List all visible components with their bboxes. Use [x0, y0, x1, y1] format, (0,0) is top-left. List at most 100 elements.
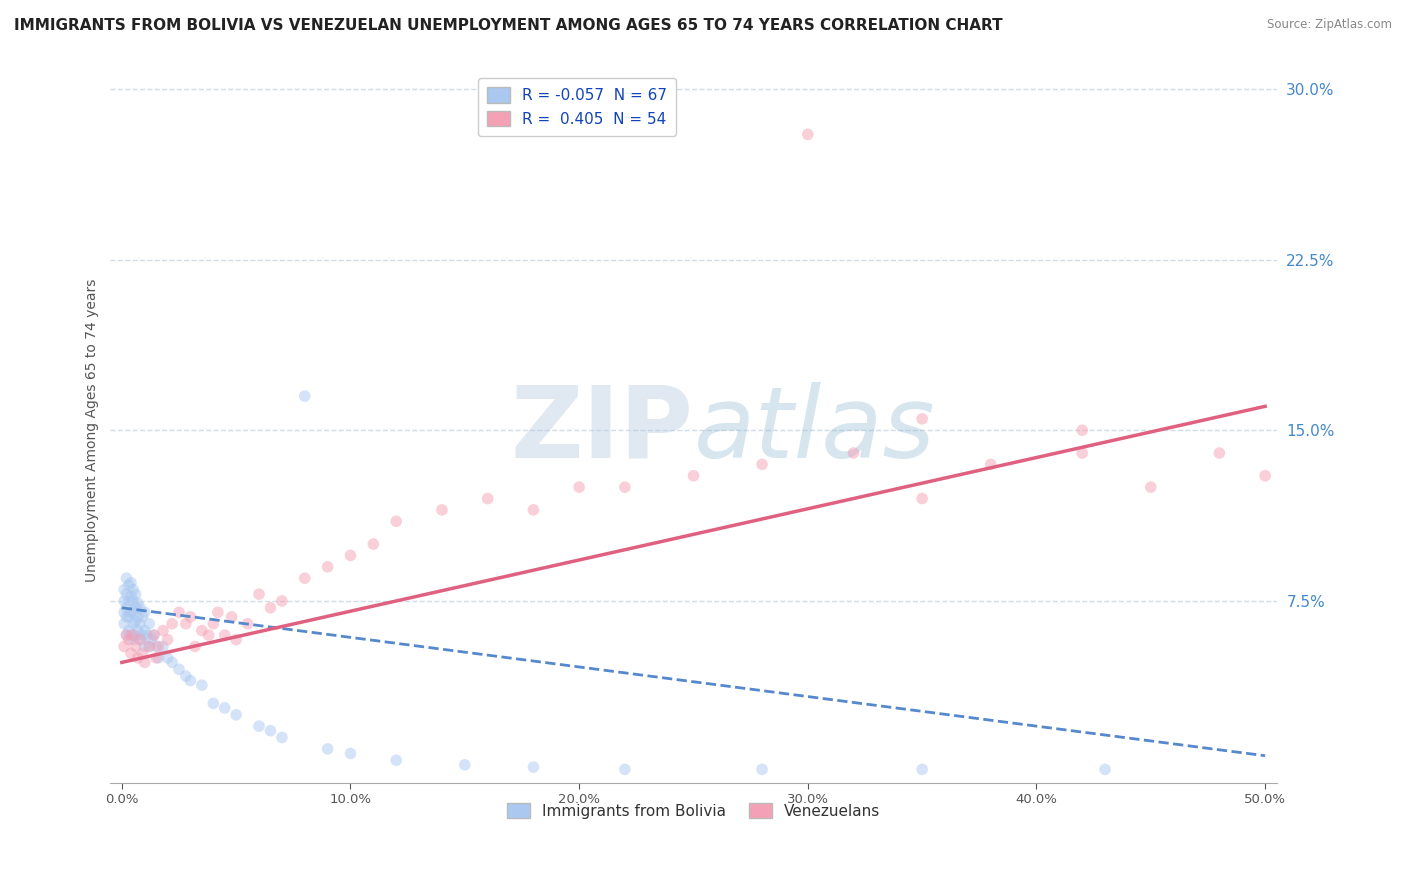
Point — [1071, 423, 1094, 437]
Point — [270, 594, 292, 608]
Point — [202, 616, 225, 631]
Point — [156, 651, 179, 665]
Point — [129, 600, 152, 615]
Text: atlas: atlas — [693, 382, 935, 479]
Point — [1139, 480, 1161, 494]
Point — [122, 594, 145, 608]
Point — [911, 763, 934, 777]
Point — [134, 656, 156, 670]
Point — [129, 632, 152, 647]
Point — [259, 723, 281, 738]
Point — [522, 760, 544, 774]
Point — [124, 600, 146, 615]
Point — [430, 503, 453, 517]
Point — [115, 628, 138, 642]
Point — [112, 605, 135, 619]
Text: IMMIGRANTS FROM BOLIVIA VS VENEZUELAN UNEMPLOYMENT AMONG AGES 65 TO 74 YEARS COR: IMMIGRANTS FROM BOLIVIA VS VENEZUELAN UN… — [14, 18, 1002, 33]
Point — [385, 753, 408, 767]
Point — [115, 571, 138, 585]
Point — [118, 624, 141, 638]
Point — [122, 616, 145, 631]
Point — [138, 640, 160, 654]
Point — [682, 468, 704, 483]
Point — [124, 615, 146, 629]
Point — [225, 632, 247, 647]
Point — [148, 640, 170, 654]
Y-axis label: Unemployment Among Ages 65 to 74 years: Unemployment Among Ages 65 to 74 years — [86, 278, 100, 582]
Point — [197, 628, 219, 642]
Point — [115, 587, 138, 601]
Point — [797, 128, 820, 142]
Point — [174, 669, 197, 683]
Point — [214, 701, 236, 715]
Point — [751, 458, 773, 472]
Point — [568, 480, 591, 494]
Point — [174, 616, 197, 631]
Point — [122, 582, 145, 597]
Point — [842, 446, 865, 460]
Point — [294, 389, 316, 403]
Point — [316, 742, 339, 756]
Point — [911, 412, 934, 426]
Point — [247, 587, 270, 601]
Point — [124, 640, 146, 654]
Point — [122, 632, 145, 647]
Point — [124, 587, 146, 601]
Point — [152, 640, 174, 654]
Point — [124, 628, 146, 642]
Point — [118, 610, 141, 624]
Point — [160, 616, 183, 631]
Text: Source: ZipAtlas.com: Source: ZipAtlas.com — [1267, 18, 1392, 31]
Point — [131, 610, 153, 624]
Point — [129, 616, 152, 631]
Point — [167, 662, 190, 676]
Point — [120, 646, 142, 660]
Point — [1094, 763, 1116, 777]
Point — [115, 600, 138, 615]
Point — [118, 632, 141, 647]
Point — [142, 628, 165, 642]
Point — [202, 697, 225, 711]
Point — [118, 578, 141, 592]
Point — [236, 616, 259, 631]
Point — [454, 757, 477, 772]
Point — [138, 616, 160, 631]
Point — [152, 624, 174, 638]
Point — [1071, 446, 1094, 460]
Point — [191, 678, 214, 692]
Point — [751, 763, 773, 777]
Point — [120, 575, 142, 590]
Point — [145, 640, 167, 654]
Point — [613, 763, 636, 777]
Point — [225, 707, 247, 722]
Point — [207, 605, 229, 619]
Point — [613, 480, 636, 494]
Legend: Immigrants from Bolivia, Venezuelans: Immigrants from Bolivia, Venezuelans — [501, 797, 886, 825]
Point — [221, 610, 243, 624]
Point — [156, 632, 179, 647]
Point — [179, 673, 201, 688]
Point — [148, 651, 170, 665]
Point — [129, 632, 152, 647]
Point — [339, 747, 361, 761]
Point — [122, 605, 145, 619]
Point — [122, 628, 145, 642]
Point — [184, 640, 207, 654]
Point — [270, 731, 292, 745]
Point — [160, 656, 183, 670]
Point — [522, 503, 544, 517]
Text: ZIP: ZIP — [510, 382, 693, 479]
Point — [134, 605, 156, 619]
Point — [134, 640, 156, 654]
Point — [138, 640, 160, 654]
Point — [127, 624, 149, 638]
Point — [131, 646, 153, 660]
Point — [120, 590, 142, 604]
Point — [191, 624, 214, 638]
Point — [112, 616, 135, 631]
Point — [112, 640, 135, 654]
Point — [294, 571, 316, 585]
Point — [131, 628, 153, 642]
Point — [363, 537, 385, 551]
Point — [1254, 468, 1277, 483]
